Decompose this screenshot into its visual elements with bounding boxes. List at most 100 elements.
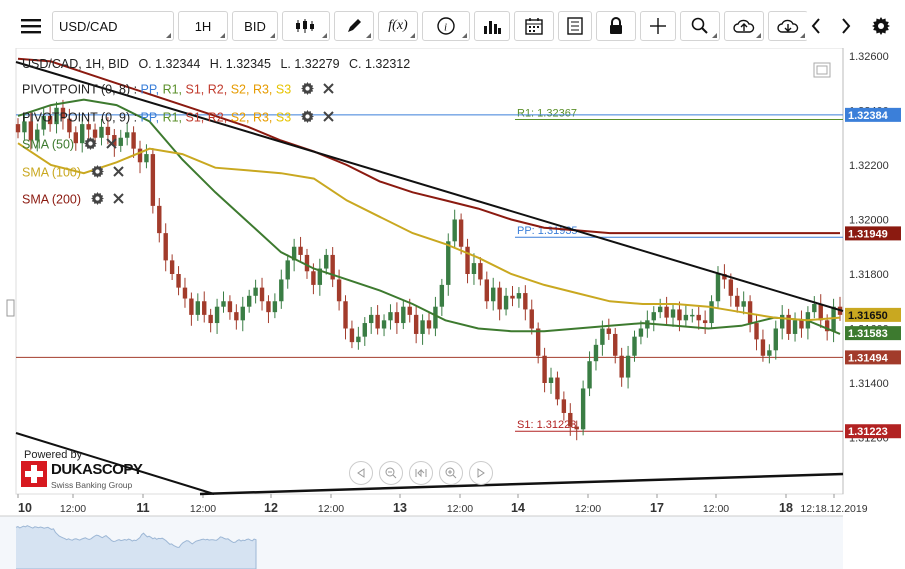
candle	[818, 303, 823, 321]
calendar-icon	[525, 18, 543, 35]
candle	[465, 246, 470, 274]
volume-button[interactable]	[474, 11, 510, 41]
download-button[interactable]	[768, 11, 808, 41]
candle	[690, 314, 695, 317]
sma-line-200	[17, 57, 840, 235]
upload-button[interactable]	[724, 11, 764, 41]
pivot-2-level-r3: R3,	[252, 110, 276, 125]
hamburger-icon	[21, 19, 41, 34]
candle	[413, 314, 419, 334]
chart-toolbar: USD/CAD 1H BID f(x) i	[0, 0, 905, 48]
candle	[182, 287, 188, 299]
legend-sma-100[interactable]: SMA (100)	[22, 165, 124, 181]
candle	[317, 268, 323, 285]
candle	[240, 306, 245, 321]
resize-handle[interactable]	[6, 299, 15, 317]
legend-sma-50[interactable]: SMA (50)	[22, 137, 117, 153]
zoom-out-icon	[385, 467, 397, 479]
fit-button[interactable]	[409, 461, 433, 485]
side-selector[interactable]: BID	[232, 11, 278, 41]
calendar-button[interactable]	[514, 11, 554, 41]
symbol-selector[interactable]: USD/CAD	[52, 11, 174, 41]
scroll-right-button[interactable]	[836, 11, 856, 41]
candle	[433, 306, 438, 329]
close-value: C. 1.32312	[349, 57, 411, 71]
price-tag	[845, 424, 901, 439]
candle	[208, 314, 213, 324]
sma-line-50	[17, 98, 841, 335]
expand-button[interactable]	[813, 62, 833, 80]
draw-tool-button[interactable]	[334, 11, 374, 41]
candle	[401, 306, 406, 324]
open-value: O. 1.32344	[138, 57, 201, 71]
candle	[497, 287, 502, 310]
candle	[741, 301, 746, 307]
lock-button[interactable]	[596, 11, 636, 41]
candle	[99, 126, 104, 138]
legend-pivot-2[interactable]: PIVOTPOINT (0, 9) : PP, R1, S1, R2, S2, …	[22, 110, 334, 126]
candle	[259, 287, 265, 302]
zoom-button[interactable]	[680, 11, 720, 41]
gear-icon[interactable]	[83, 137, 97, 153]
candle	[491, 287, 496, 302]
info-button[interactable]: i	[422, 11, 470, 41]
candle	[555, 377, 560, 400]
interval-selector[interactable]: 1H	[178, 11, 228, 41]
candle	[157, 205, 162, 234]
gear-icon[interactable]	[300, 82, 314, 98]
candle	[176, 274, 181, 288]
gear-icon[interactable]	[90, 165, 104, 181]
pan-right-button[interactable]	[469, 461, 493, 485]
fx-label: f(x)	[388, 18, 408, 33]
candle	[439, 284, 445, 307]
zoom-in-button[interactable]	[439, 461, 463, 485]
legend-pivot-1[interactable]: PIVOTPOINT (0, 8) : PP, R1, S1, R2, S2, …	[22, 82, 334, 98]
candle	[394, 312, 400, 324]
candle	[619, 355, 624, 378]
close-icon[interactable]	[113, 166, 124, 180]
candle	[824, 320, 830, 332]
close-icon[interactable]	[106, 138, 117, 152]
candle	[600, 328, 605, 345]
close-icon[interactable]	[323, 83, 334, 97]
candle	[246, 295, 252, 307]
trendline-lower-left	[15, 432, 215, 495]
candle	[651, 312, 656, 321]
zoom-out-button[interactable]	[379, 461, 403, 485]
candle	[529, 309, 534, 329]
candle	[137, 148, 143, 163]
template-button[interactable]	[558, 11, 592, 41]
candle	[683, 314, 689, 321]
candle	[266, 301, 271, 313]
settings-button[interactable]	[868, 11, 894, 41]
price-tag	[845, 107, 901, 122]
candle	[754, 323, 759, 340]
candle	[131, 132, 136, 149]
pivot-1-colon: :	[130, 82, 141, 97]
trendline-upper	[15, 61, 844, 312]
price-chart[interactable]: 1.326001.324001.322001.320001.318001.316…	[0, 48, 905, 569]
zoom-in-icon	[445, 467, 457, 479]
candle	[625, 355, 631, 378]
crosshair-button[interactable]	[640, 11, 676, 41]
legend-sma-200[interactable]: SMA (200)	[22, 192, 124, 208]
gear-icon[interactable]	[90, 192, 104, 208]
menu-button[interactable]	[14, 11, 48, 41]
scroll-left-button[interactable]	[806, 11, 826, 41]
close-icon[interactable]	[113, 193, 124, 207]
pivot-1-level-pp: PP,	[140, 82, 163, 97]
candle	[420, 320, 425, 334]
pan-left-button[interactable]	[349, 461, 373, 485]
candle	[747, 301, 753, 324]
chart-type-button[interactable]	[282, 11, 330, 41]
indicators-button[interactable]: f(x)	[378, 11, 418, 41]
candle	[47, 115, 53, 125]
crosshair-icon	[650, 18, 666, 34]
candle	[696, 314, 701, 321]
gear-icon[interactable]	[300, 110, 314, 126]
pivot-2-colon: :	[130, 110, 141, 125]
candle	[311, 271, 316, 285]
candle	[722, 274, 727, 280]
x-tick-label: 12:00	[575, 503, 601, 515]
close-icon[interactable]	[323, 111, 334, 125]
